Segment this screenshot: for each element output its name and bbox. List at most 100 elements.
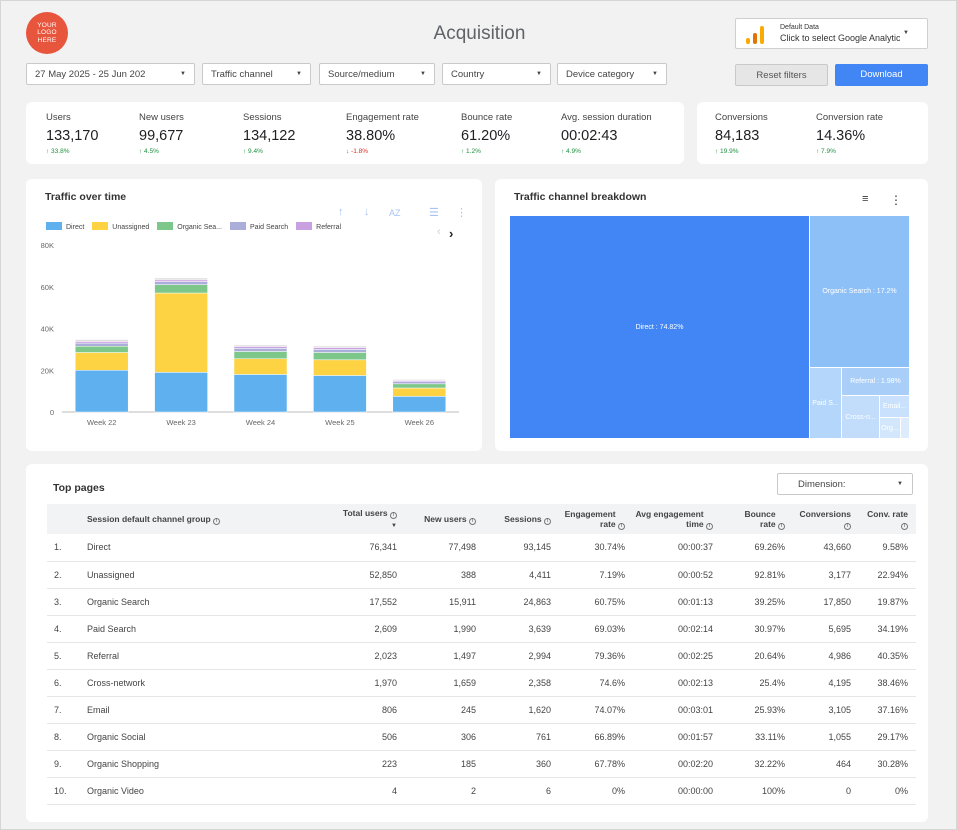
bar-segment[interactable] bbox=[392, 396, 447, 413]
bar-segment[interactable] bbox=[313, 345, 367, 348]
bar-segment[interactable] bbox=[154, 292, 208, 373]
filter-icon[interactable]: ☰ bbox=[429, 207, 439, 219]
metric-cell: 37.16% bbox=[859, 696, 916, 724]
table-row[interactable]: 5. Referral 2,023 1,497 2,994 79.36% 00:02:25 2… bbox=[47, 642, 916, 670]
kpi-value: 38.80% bbox=[346, 128, 396, 144]
treemap-cell-referral[interactable]: Referral : 1.98% bbox=[842, 368, 909, 395]
treemap-cell-organic-search[interactable]: Organic Search : 17.2% bbox=[810, 216, 909, 367]
bar-segment[interactable] bbox=[154, 281, 208, 285]
header-channel-group[interactable]: Session default channel group i bbox=[79, 504, 301, 534]
bar-segment[interactable] bbox=[74, 345, 129, 353]
treemap-cell-direct[interactable]: Direct : 74.82% bbox=[510, 216, 809, 438]
kpi-delta: ↑ 1.2% bbox=[461, 148, 481, 155]
date-range-control[interactable]: 27 May 2025 - 25 Jun 2025 ▼ bbox=[26, 63, 195, 85]
treemap-cell-other[interactable] bbox=[901, 418, 909, 438]
bar-segment[interactable] bbox=[154, 372, 208, 413]
metric-cell: 43,660 bbox=[793, 534, 859, 562]
legend-prev-icon[interactable]: ‹ bbox=[437, 226, 441, 238]
table-row[interactable]: 7. Email 806 245 1,620 74.07% 00:03:01 25.93% 3,… bbox=[47, 696, 916, 724]
bar-segment[interactable] bbox=[74, 339, 129, 342]
metric-cell: 2 bbox=[405, 777, 484, 805]
table-row[interactable]: 9. Organic Shopping 223 185 360 67.78% 00:02:2… bbox=[47, 750, 916, 778]
sort-ascending-icon[interactable]: ↑ bbox=[338, 206, 344, 218]
legend-swatch bbox=[92, 222, 109, 230]
bar-segment[interactable] bbox=[313, 375, 367, 413]
filter-icon[interactable]: ≡ bbox=[862, 193, 869, 205]
bar-segment[interactable] bbox=[233, 346, 288, 349]
reset-filters-button[interactable]: Reset filters bbox=[735, 64, 828, 86]
info-icon[interactable]: i bbox=[390, 511, 397, 519]
header-conv-rate[interactable]: Conv. rate i bbox=[859, 504, 916, 534]
table-row[interactable]: 4. Paid Search 2,609 1,990 3,639 69.03% 00:02:… bbox=[47, 615, 916, 643]
device-category-filter[interactable]: Device category ▼ bbox=[557, 63, 667, 85]
header-new-users[interactable]: New users i bbox=[405, 504, 484, 534]
info-icon[interactable]: i bbox=[901, 522, 908, 530]
sort-alpha-icon[interactable]: AZ bbox=[389, 208, 401, 218]
header-total-users[interactable]: Total users i ▼ bbox=[301, 504, 405, 534]
kpi-bounce-rate: Bounce rate 61.20% ↑ 1.2% bbox=[461, 112, 512, 155]
data-source-selector[interactable]: Default Data Click to select Google Anal… bbox=[735, 18, 928, 49]
bar-segment[interactable] bbox=[313, 359, 367, 376]
bar-segment[interactable] bbox=[233, 351, 288, 360]
table-row[interactable]: 2. Unassigned 52,850 388 4,411 7.19% 00:00:52 9… bbox=[47, 561, 916, 589]
kpi-label: Users bbox=[46, 112, 71, 123]
bar-segment[interactable] bbox=[392, 383, 447, 389]
bar-segment[interactable] bbox=[313, 352, 367, 361]
legend-item[interactable]: Organic Sea... bbox=[157, 222, 222, 231]
legend-item[interactable]: Paid Search bbox=[230, 222, 288, 231]
sort-descending-icon[interactable]: ↓ bbox=[364, 206, 370, 218]
bar-segment[interactable] bbox=[154, 277, 208, 281]
treemap-cell-email[interactable]: Email... bbox=[880, 396, 909, 417]
bar-segment[interactable] bbox=[74, 370, 129, 413]
table-row[interactable]: 8. Organic Social 506 306 761 66.89% 00:01:57 3… bbox=[47, 723, 916, 751]
table-row[interactable]: 10. Organic Video 4 2 6 0% 00:00:00 100% 0 0% bbox=[47, 777, 916, 805]
more-vert-icon[interactable]: ⋮ bbox=[890, 193, 902, 207]
bar-segment[interactable] bbox=[233, 374, 288, 413]
treemap-cell-organic-social[interactable]: Org... bbox=[880, 418, 900, 438]
info-icon[interactable]: i bbox=[618, 522, 625, 530]
legend-item[interactable]: Referral bbox=[296, 222, 341, 231]
bar-segment[interactable] bbox=[74, 341, 129, 344]
source-medium-filter[interactable]: Source/medium ▼ bbox=[319, 63, 435, 85]
bar-segment[interactable] bbox=[233, 344, 288, 347]
legend-next-icon[interactable]: › bbox=[449, 226, 454, 241]
info-icon[interactable]: i bbox=[706, 522, 713, 530]
more-vert-icon[interactable]: ⋮ bbox=[456, 207, 467, 219]
legend-item[interactable]: Direct bbox=[46, 222, 84, 231]
info-icon[interactable]: i bbox=[778, 522, 785, 530]
table-row[interactable]: 3. Organic Search 17,552 15,911 24,863 60.75%… bbox=[47, 588, 916, 616]
bar-segment[interactable] bbox=[233, 348, 288, 352]
header-engagement-rate[interactable]: Engagement rate i bbox=[559, 504, 633, 534]
table-row[interactable]: 6. Cross-network 1,970 1,659 2,358 74.6% 00:02… bbox=[47, 669, 916, 697]
bar-segment[interactable] bbox=[74, 352, 129, 371]
bar-segment[interactable] bbox=[392, 387, 447, 397]
header-avg-engagement-time[interactable]: Avg engagement time i bbox=[633, 504, 721, 534]
header-conversions[interactable]: Conversions i bbox=[793, 504, 859, 534]
chart-title: Traffic over time bbox=[45, 191, 127, 203]
treemap-cell-cross-network[interactable]: Cross-n... bbox=[842, 396, 879, 438]
country-filter[interactable]: Country ▼ bbox=[442, 63, 551, 85]
bar-segment[interactable] bbox=[154, 279, 208, 282]
treemap-cell-paid-search[interactable]: Paid S... bbox=[810, 368, 841, 438]
header-bounce-rate[interactable]: Bounce rate i bbox=[721, 504, 793, 534]
bar-segment[interactable] bbox=[313, 347, 367, 350]
table-row[interactable]: 1. Direct 76,341 77,498 93,145 30.74% 00:00:37… bbox=[47, 534, 916, 562]
info-icon[interactable]: i bbox=[469, 517, 476, 525]
header-sessions[interactable]: Sessions i bbox=[484, 504, 559, 534]
bar-segment[interactable] bbox=[74, 342, 129, 347]
info-icon[interactable]: i bbox=[213, 517, 221, 525]
info-icon[interactable]: i bbox=[844, 522, 851, 530]
traffic-channel-filter[interactable]: Traffic channel ▼ bbox=[202, 63, 311, 85]
metric-cell: 464 bbox=[793, 750, 859, 778]
metric-cell: 2,994 bbox=[484, 642, 559, 670]
legend-item[interactable]: Unassigned bbox=[92, 222, 149, 231]
bar-segment[interactable] bbox=[154, 284, 208, 294]
download-button[interactable]: Download bbox=[835, 64, 928, 86]
bar-segment[interactable] bbox=[392, 379, 447, 381]
bar-segment[interactable] bbox=[313, 349, 367, 353]
bar-segment[interactable] bbox=[233, 358, 288, 375]
info-icon[interactable]: i bbox=[544, 517, 551, 525]
dimension-dropdown[interactable]: Dimension: ▼ bbox=[777, 473, 913, 495]
bar-segment[interactable] bbox=[392, 381, 447, 385]
metric-cell: 388 bbox=[405, 561, 484, 589]
